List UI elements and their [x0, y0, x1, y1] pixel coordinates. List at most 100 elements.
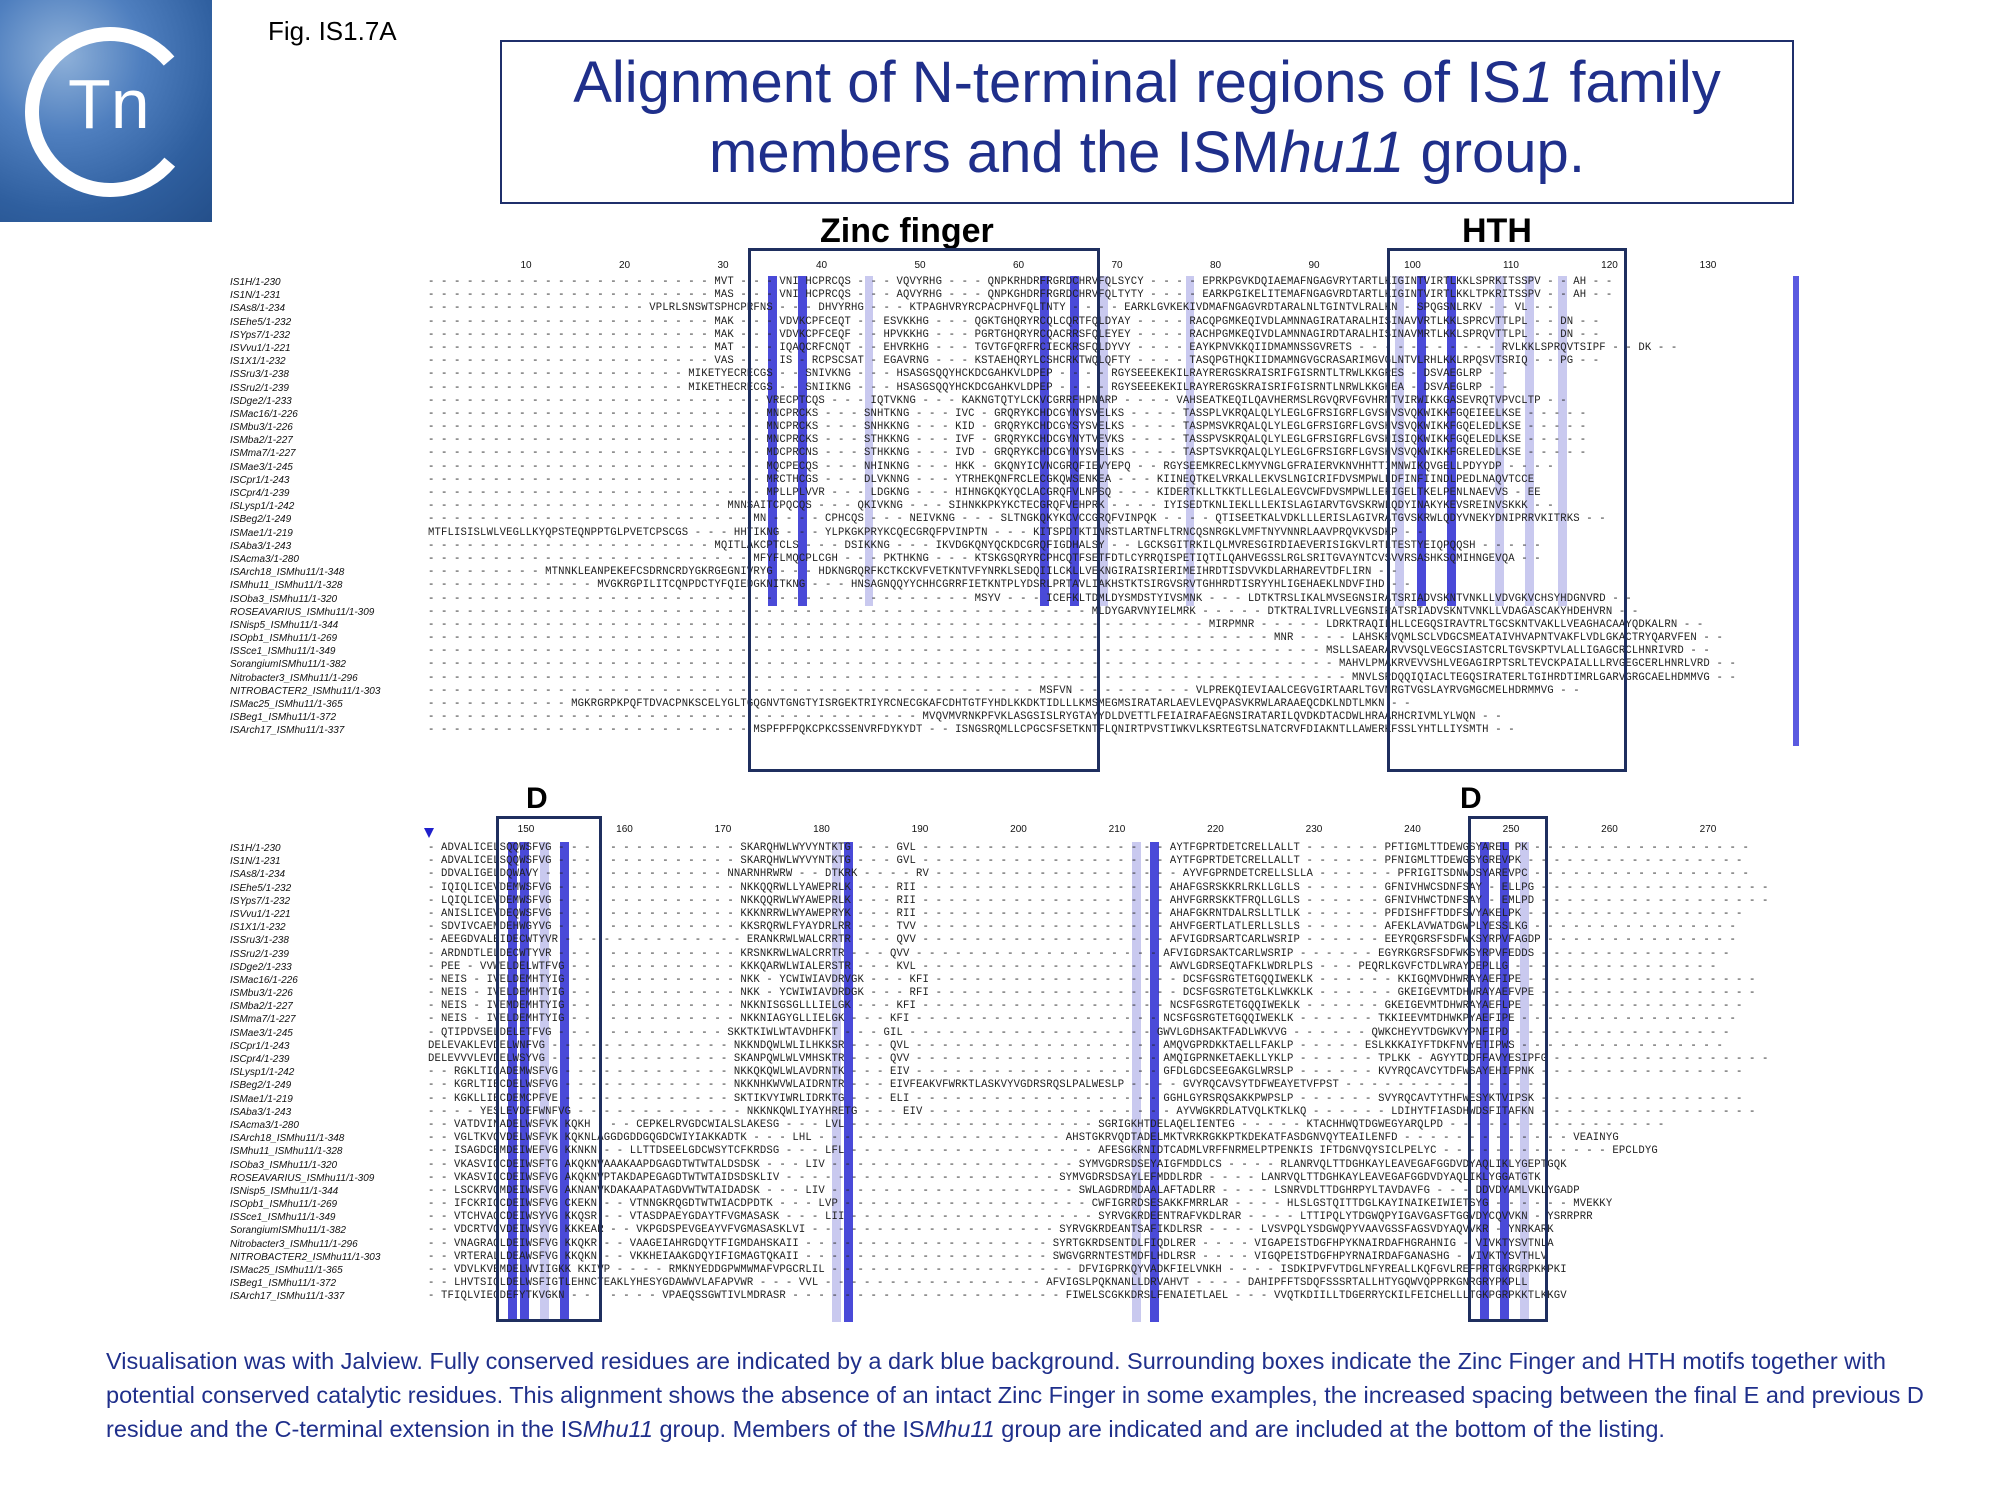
- sequence-row: - - - - - - - - - - - - - - - - - - - - …: [428, 407, 1587, 420]
- sequence-name: ISMma7/1-227: [230, 448, 296, 460]
- bottom-ruler: 150 160 170 180 190 200 210 220 230 240 250 260 270: [0, 824, 2000, 838]
- sequence-row: - - - - - - - - - - - - - - - - - - - - …: [428, 645, 1710, 658]
- sequence-name: ISAcma3/1-280: [230, 1119, 299, 1131]
- ruler-tick-label: 80: [1209, 260, 1222, 271]
- zinc-finger-label: Zinc finger: [820, 212, 994, 250]
- sequence-row: - - - - - - - - - - - - - - - - - - - - …: [428, 315, 1600, 328]
- sequence-name: ISOpb1_ISMhu11/1-269: [230, 633, 338, 645]
- sequence-row: - QTIPDVSELDELETFVG - - - - - - - - - - …: [428, 1026, 1730, 1039]
- sequence-name: NITROBACTER2_ISMhu11/1-303: [230, 685, 381, 697]
- sequence-name: ISMae3/1-245: [230, 1027, 293, 1039]
- sequence-name: ISEhe5/1-232: [230, 316, 292, 328]
- sequence-name: ISYps7/1-232: [230, 329, 291, 341]
- sequence-row: - NEIS - IVELDEMHTYIG - - - - - - - - - …: [428, 973, 1756, 986]
- sequence-name: NITROBACTER2_ISMhu11/1-303: [230, 1251, 381, 1263]
- sequence-name: ISSce1_ISMhu11/1-349: [230, 646, 336, 658]
- sequence-row: - - - - - - - - - - - - - MVGKRGPILITCQN…: [428, 579, 1411, 592]
- conservation-column: [768, 276, 777, 606]
- conservation-column: [1500, 842, 1509, 1322]
- ruler-tick-label: 100: [1404, 260, 1421, 271]
- ruler-tick-label: 130: [1699, 260, 1717, 271]
- sequence-row: - ADVALICELSQQWSFVG - - - - - - - - - - …: [428, 842, 1749, 854]
- ruler-tick-label: 250: [1502, 824, 1520, 835]
- sequence-row: - - IFCKRIQCDEIWSFVG CKEKN - - VTNNGKRQG…: [428, 1198, 1613, 1211]
- sequence-row: - - - - - - - - - - - - - - - - - - - - …: [428, 355, 1600, 368]
- conservation-column: [1480, 842, 1489, 1322]
- conservation-column: [1186, 276, 1194, 606]
- sequence-name: ISAba3/1-243: [230, 540, 292, 552]
- conservation-column: [1395, 276, 1404, 606]
- sequence-name: ISArch18_ISMhu11/1-348: [230, 1133, 345, 1145]
- title-line2-a: members and the ISM: [709, 120, 1280, 185]
- sequence-name: ISArch18_ISMhu11/1-348: [230, 567, 345, 579]
- figure-caption: Visualisation was with Jalview. Fully co…: [106, 1344, 1936, 1446]
- conservation-column: [844, 842, 853, 1322]
- caption-part5: group are indicated and are included at …: [994, 1416, 1665, 1442]
- d-label-1: D: [526, 782, 548, 815]
- sequence-name: ISAs8/1-234: [230, 303, 286, 315]
- conservation-column: [560, 842, 569, 1322]
- sequence-name: SorangiumISMhu11/1-382: [230, 659, 346, 671]
- conservation-column: [1070, 276, 1079, 606]
- sequence-name: ISCpr4/1-239: [230, 1054, 290, 1065]
- sequence-row: - SDVIVCAEMDEHWGYVG - - - - - - - - - - …: [428, 921, 1736, 934]
- ruler-tick-label: 30: [717, 260, 729, 271]
- ruler-tick-label: 240: [1404, 824, 1421, 835]
- sequence-row: - NEIS - IVELDEMHTYIG - - - - - - - - - …: [428, 1013, 1736, 1026]
- sequence-row: - - - - - - - - - - - - - - - - - - - - …: [428, 605, 1639, 618]
- sequence-name: ISMma7/1-227: [230, 1014, 296, 1026]
- conservation-column: [1525, 276, 1534, 606]
- ruler-tick-label: 20: [618, 260, 631, 271]
- ruler-tick-label: 190: [911, 824, 929, 835]
- sequence-row: - - - - YESLEVDEFWNFVG - - - - - - - - -…: [428, 1105, 1756, 1118]
- sequence-name: ISNisp5_ISMhu11/1-344: [230, 1185, 339, 1197]
- sequence-name: ISLysp1/1-242: [230, 1067, 295, 1079]
- title-line2-c: group.: [1404, 120, 1585, 185]
- sequence-name: ROSEAVARIUS_ISMhu11/1-309: [230, 1172, 375, 1184]
- sequence-row: - - VKASVIQCDEIWSFVG AKQKNVPTAKDAPEGAGDT…: [428, 1171, 1541, 1184]
- logo-ring-icon: [25, 27, 195, 197]
- sequence-row: - - - - - - - - - - - - - - - - - - - - …: [428, 539, 1541, 552]
- title-line1-a: Alignment of N-terminal regions of IS: [573, 50, 1521, 115]
- sequence-name: ROSEAVARIUS_ISMhu11/1-309: [230, 606, 375, 618]
- sequence-name: ISSru3/1-238: [230, 935, 289, 947]
- conservation-column: [1520, 842, 1529, 1322]
- conservation-column: [798, 276, 807, 606]
- sequence-row: - - VGLTKVQVDELWSFVK KQKNLAGGDGDDGQGDCWI…: [428, 1132, 1619, 1145]
- hth-label: HTH: [1462, 212, 1532, 250]
- sequence-row: - - KGRLTIECDELWSFVG - - - - - - - - - -…: [428, 1079, 1548, 1092]
- sequence-name: ISAba3/1-243: [230, 1106, 292, 1118]
- sequence-name: ISAs8/1-234: [230, 869, 286, 881]
- sequence-name: SorangiumISMhu11/1-382: [230, 1225, 346, 1237]
- conservation-column: [1132, 842, 1141, 1322]
- sequence-row: - - KGKLLIECDEMCPFVE - - - - - - - - - -…: [428, 1092, 1743, 1105]
- ruler-tick-label: 50: [914, 260, 926, 271]
- sequence-row: - - VDVLKVEMDELWVIIGKK KKIVP - - - - RMK…: [428, 1264, 1567, 1276]
- hth-box: [1387, 248, 1627, 772]
- sequence-name: ISMhu11_ISMhu11/1-328: [230, 580, 343, 592]
- alignment-marker-icon: [424, 828, 434, 838]
- sequence-name: ISMac16/1-226: [230, 974, 298, 986]
- sequence-name: ISNisp5_ISMhu11/1-344: [230, 619, 339, 631]
- sequence-name: IS1X1/1-232: [230, 922, 286, 934]
- conservation-column: [540, 842, 549, 1322]
- page-title: Alignment of N-terminal regions of IS1 f…: [502, 48, 1792, 188]
- sequence-row: - AEEGDVALEIDECWTYVR - - - - - - - - - -…: [428, 934, 1736, 947]
- sequence-row: - - VATDVINADELWSFVK KQKH - - - CEPKELRV…: [428, 1118, 1665, 1131]
- sequence-row: - - - - - - - - - - - - - - - - - VPLRLS…: [428, 302, 1554, 315]
- title-box: Alignment of N-terminal regions of IS1 f…: [500, 40, 1794, 204]
- sequence-name: ISVvu1/1-221: [230, 908, 291, 920]
- conservation-column: [1417, 276, 1426, 606]
- conservation-column: [1495, 276, 1504, 606]
- sequence-row: - - - - - - - - - - - - - - - - - - - - …: [428, 671, 1736, 684]
- sequence-row: - - - - - - - - - - - - - - - - - - - - …: [428, 632, 1723, 645]
- top-sequences: - - - - - - - - - - - - - - - - - - - - …: [428, 276, 1798, 738]
- sequence-row: - - VTCHVAQCDEIWSYVG KKQSR - - VTASDPAEY…: [428, 1211, 1593, 1224]
- sequence-row: - - - - - - - - - - - - - - - - - - - - …: [428, 724, 1515, 737]
- sequence-name: ISDge2/1-233: [230, 395, 292, 407]
- sequence-row: - - LHVTSIQLDELWSFIGTLEHNCTEAKLYHESYGDAW…: [428, 1277, 1528, 1290]
- sequence-name: ISSru2/1-239: [230, 948, 289, 960]
- sequence-name: Nitrobacter3_ISMhu11/1-296: [230, 1238, 358, 1250]
- sequence-row: - ANISLICEVDEQWSFVG - - - - - - - - - - …: [428, 907, 1743, 920]
- ruler-tick-label: 90: [1308, 260, 1320, 271]
